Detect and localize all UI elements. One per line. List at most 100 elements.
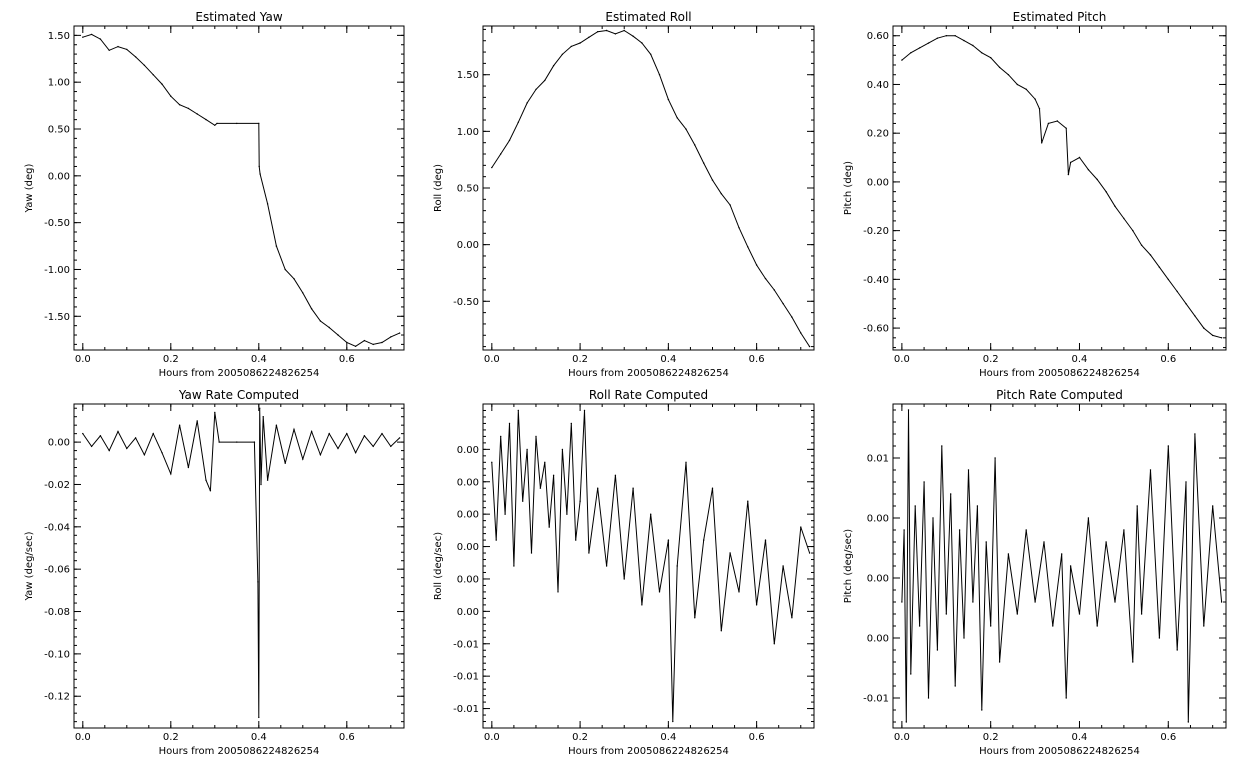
data-point xyxy=(1034,98,1036,100)
data-point xyxy=(963,39,965,42)
chart-title: Estimated Yaw xyxy=(195,10,282,24)
data-point xyxy=(170,95,172,97)
data-point xyxy=(143,64,146,67)
plot-frame xyxy=(73,25,405,351)
x-axis-label: Hours from 2005086224826254 xyxy=(159,746,320,757)
y-tick-label: 0.00 xyxy=(457,510,479,521)
data-point xyxy=(1007,74,1010,76)
data-point xyxy=(605,565,608,567)
x-tick-label: 0.6 xyxy=(749,354,765,365)
data-point xyxy=(152,432,154,435)
data-point xyxy=(941,445,943,447)
data-point xyxy=(720,193,722,195)
panel-1: 0.0 0.2 0.4 0.6 1.50 1.00 0.50 0.00 -0.50 -1.00 -1… xyxy=(24,10,405,379)
data-point xyxy=(1067,173,1070,176)
y-axis-label: Pitch (deg) xyxy=(843,161,854,215)
data-point xyxy=(508,139,511,142)
data-point xyxy=(517,121,519,124)
data-point xyxy=(910,52,912,54)
data-point xyxy=(302,458,304,460)
data-point xyxy=(703,162,705,164)
data-point xyxy=(623,578,625,580)
data-point xyxy=(570,422,572,425)
x-axis-label: Hours from 2005086224826254 xyxy=(979,368,1140,379)
data-point xyxy=(99,38,102,40)
data-point xyxy=(1194,315,1196,317)
data-point xyxy=(579,42,581,44)
data-point xyxy=(504,513,506,515)
x-tick-label: 0.6 xyxy=(1160,732,1176,743)
data-point xyxy=(1114,601,1116,603)
data-point xyxy=(936,649,939,651)
data-point xyxy=(561,448,564,451)
data-point xyxy=(579,500,581,502)
data-point xyxy=(544,79,546,82)
data-point xyxy=(773,643,775,645)
data-point xyxy=(1016,83,1018,86)
data-point xyxy=(650,53,652,55)
data-point xyxy=(535,435,537,438)
data-point xyxy=(972,601,974,603)
data-point xyxy=(134,56,137,58)
data-point xyxy=(782,302,784,305)
data-point xyxy=(672,720,674,723)
chart-title: Estimated Roll xyxy=(605,10,691,24)
plot-frame xyxy=(73,403,405,729)
data-point xyxy=(747,246,749,248)
data-point xyxy=(918,47,921,49)
y-tick-label: -0.20 xyxy=(863,226,889,237)
y-tick-label: -0.08 xyxy=(44,607,70,618)
x-tick-label: 0.0 xyxy=(484,354,500,365)
data-point xyxy=(738,591,740,593)
data-point xyxy=(1105,191,1107,193)
y-tick-label: 0.00 xyxy=(457,542,479,553)
plot-frame xyxy=(482,403,815,729)
y-axis-label: Roll (deg/sec) xyxy=(433,532,444,600)
x-tick-label: 0.2 xyxy=(983,354,999,365)
data-point xyxy=(694,144,696,146)
data-point xyxy=(284,268,286,271)
panel-6: 0.0 0.2 0.4 0.6 0.01 0.00 0.00 0.00 -0.01 Pitch R… xyxy=(843,388,1227,757)
chart-title: Roll Rate Computed xyxy=(589,388,708,402)
data-point xyxy=(259,173,261,175)
data-point xyxy=(1078,613,1081,615)
data-point xyxy=(1220,601,1223,603)
y-tick-label: 1.50 xyxy=(48,31,70,42)
data-point xyxy=(236,441,238,443)
y-tick-label: 0.00 xyxy=(867,634,889,645)
data-point xyxy=(346,341,348,344)
data-point xyxy=(808,345,811,348)
data-point xyxy=(1158,266,1161,268)
data-point xyxy=(976,505,979,507)
y-tick-label: -0.60 xyxy=(863,324,889,335)
data-point xyxy=(1220,337,1223,339)
y-tick-label: -0.02 xyxy=(44,480,70,491)
data-point xyxy=(161,83,163,85)
data-point xyxy=(108,49,110,51)
x-tick-label: 0.0 xyxy=(75,732,91,743)
data-point xyxy=(1096,625,1098,627)
y-tick-label: 0.50 xyxy=(48,125,70,136)
data-point xyxy=(1149,469,1152,471)
data-point xyxy=(548,526,550,528)
data-point xyxy=(923,481,925,483)
data-point xyxy=(187,466,190,469)
data-point xyxy=(266,203,269,205)
data-point xyxy=(632,487,634,489)
data-point xyxy=(1176,290,1178,293)
data-point xyxy=(1065,127,1067,129)
data-point xyxy=(398,437,401,439)
data-point xyxy=(508,422,511,425)
data-point xyxy=(1007,553,1010,555)
data-point xyxy=(1187,721,1190,723)
data-point xyxy=(390,336,392,338)
x-tick-label: 0.2 xyxy=(163,732,179,743)
data-point xyxy=(205,118,207,121)
y-tick-label: 0.00 xyxy=(457,240,479,251)
data-point xyxy=(650,513,652,515)
data-point xyxy=(398,332,401,334)
data-point xyxy=(310,308,313,310)
data-point xyxy=(1069,565,1072,567)
data-point xyxy=(99,435,102,437)
